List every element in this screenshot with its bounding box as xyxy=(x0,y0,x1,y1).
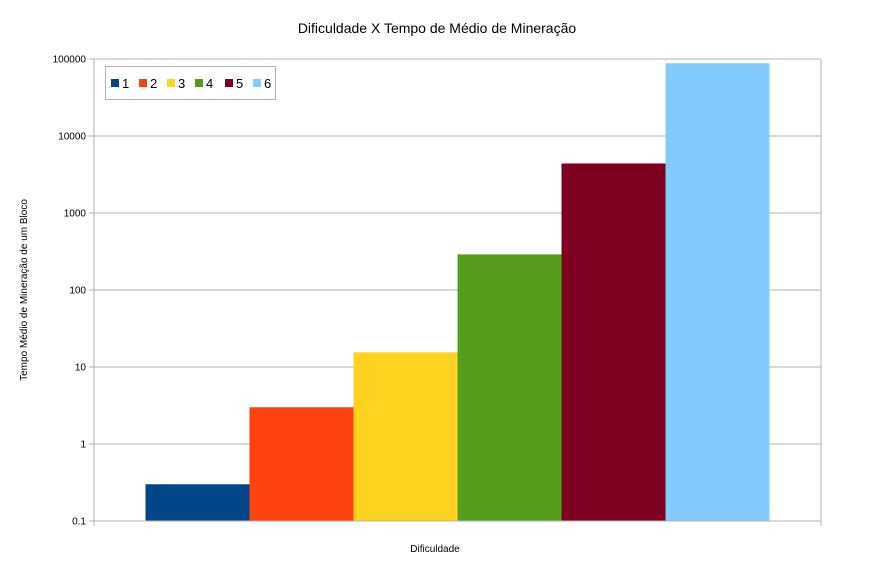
legend-label-6: 6 xyxy=(264,76,271,91)
legend-swatch-3 xyxy=(167,79,175,87)
legend-swatch-2 xyxy=(139,79,147,87)
legend-swatch-5 xyxy=(225,79,233,87)
legend-label-1: 1 xyxy=(122,76,129,91)
x-axis-label: Dificuldade xyxy=(410,544,460,555)
bar-3 xyxy=(353,352,458,521)
legend-label-5: 5 xyxy=(236,76,243,91)
legend-swatch-6 xyxy=(253,79,261,87)
y-tick-label: 100000 xyxy=(53,55,87,66)
legend-box xyxy=(105,66,276,100)
bar-5 xyxy=(561,163,666,521)
bars xyxy=(145,63,770,521)
bar-6 xyxy=(665,63,770,521)
y-tick-label: 1 xyxy=(80,440,86,451)
legend-swatch-4 xyxy=(195,79,203,87)
y-axis-label: Tempo Médio de Mineração de um Bloco xyxy=(19,199,30,381)
chart-title: Dificuldade X Tempo de Médio de Mineraçã… xyxy=(298,20,577,36)
legend-label-4: 4 xyxy=(206,76,213,91)
legend-label-3: 3 xyxy=(178,76,185,91)
legend-swatch-1 xyxy=(111,79,119,87)
y-tick-label: 10 xyxy=(75,363,87,374)
y-tick-label: 0.1 xyxy=(72,517,86,528)
legend-label-2: 2 xyxy=(150,76,157,91)
bar-4 xyxy=(457,254,562,521)
axes: 0.1 1 10 100 1000 10000 100000 xyxy=(53,55,822,528)
y-tick-label: 100 xyxy=(69,286,86,297)
bar-2 xyxy=(249,407,354,521)
legend: 1 2 3 4 5 6 xyxy=(105,66,276,100)
bar-1 xyxy=(145,484,250,521)
y-tick-label: 10000 xyxy=(58,132,86,143)
y-tick-label: 1000 xyxy=(64,209,87,220)
